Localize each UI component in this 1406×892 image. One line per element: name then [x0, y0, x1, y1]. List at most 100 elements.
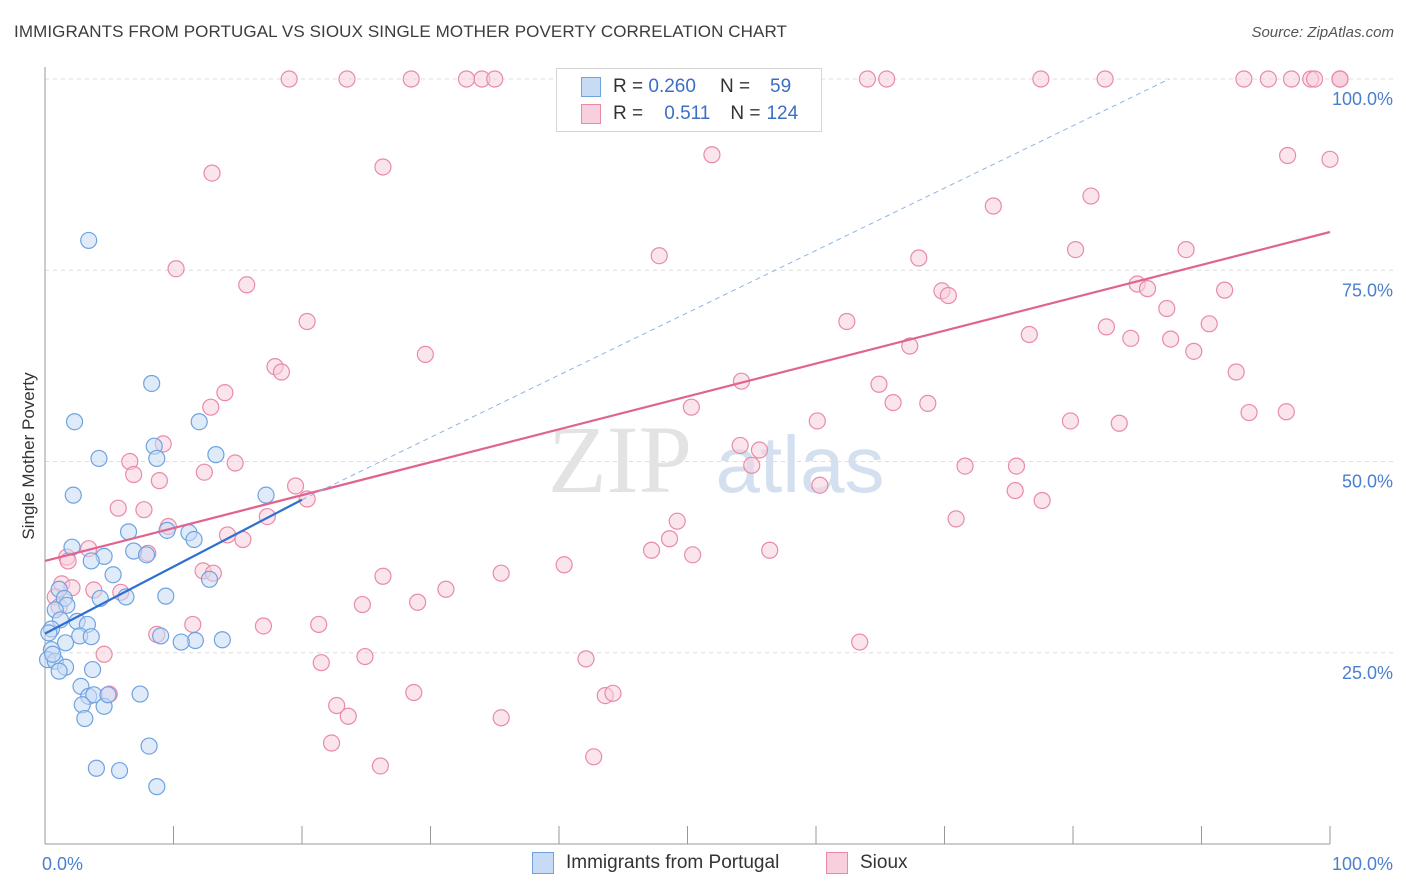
portugal-point: [40, 624, 58, 642]
sioux-point: [202, 398, 220, 416]
sioux-point: [322, 734, 341, 752]
sioux-point: [356, 647, 374, 666]
legend-item-portugal[interactable]: Immigrants from Portugal: [532, 852, 779, 874]
portugal-point: [185, 530, 203, 549]
sioux-point: [298, 312, 316, 331]
sioux-point: [125, 465, 143, 484]
series-legend: Immigrants from Portugal Sioux: [0, 852, 1406, 878]
sioux-point: [437, 580, 455, 598]
portugal-point: [131, 685, 149, 703]
portugal-point: [257, 486, 275, 504]
portugal-point: [213, 631, 231, 649]
x-tick-label: 0.0%: [42, 854, 83, 874]
tick-labels: 25.0% 50.0% 75.0% 100.0% 0.0% 100.0%: [42, 89, 1393, 874]
sioux-point: [577, 650, 595, 668]
sioux-point: [650, 247, 668, 265]
axes: [44, 67, 1331, 845]
sioux-point: [1235, 70, 1253, 88]
portugal-trend-extension: [301, 78, 1170, 501]
sioux-point: [870, 375, 888, 393]
y-axis-label: Single Mother Poverty: [19, 372, 38, 540]
sioux-point: [1066, 240, 1085, 259]
portugal-point: [152, 627, 170, 645]
n-label: N =: [730, 103, 761, 124]
sioux-point: [1331, 70, 1349, 88]
sioux-legend-label: Sioux: [860, 852, 908, 873]
sioux-point: [226, 454, 244, 472]
sioux-point: [312, 654, 330, 672]
sioux-point: [878, 70, 896, 88]
sioux-point: [808, 412, 826, 430]
sioux-point: [1240, 403, 1258, 422]
y-tick-label: 75.0%: [1342, 280, 1393, 300]
portugal-point: [80, 231, 98, 250]
sioux-legend-swatch: [826, 852, 848, 874]
n-value: 59: [770, 76, 792, 97]
sioux-point: [1321, 150, 1339, 168]
portugal-trend-line: [44, 498, 303, 635]
sioux-point: [409, 593, 427, 611]
portugal-point: [207, 446, 225, 464]
legend-row-sioux: R = 0.511 N = 124: [581, 102, 798, 126]
sioux-point: [585, 748, 603, 766]
sioux-point: [939, 286, 957, 305]
sioux-point: [135, 501, 153, 519]
sioux-point: [838, 312, 856, 331]
sioux-point: [660, 530, 679, 548]
n-value: 124: [766, 103, 799, 124]
sioux-point: [858, 70, 877, 88]
sioux-point: [1277, 403, 1295, 421]
sioux-point: [457, 70, 476, 88]
sioux-points: [46, 70, 1349, 775]
sioux-point: [1216, 281, 1234, 299]
legend-row-portugal: R = 0.260 N = 59: [581, 75, 791, 99]
sioux-point: [1138, 280, 1157, 298]
portugal-point: [104, 566, 122, 584]
sioux-point: [682, 398, 700, 416]
legend-item-sioux[interactable]: Sioux: [826, 852, 908, 874]
sioux-point: [486, 70, 504, 88]
sioux-point: [684, 546, 702, 564]
sioux-point: [167, 260, 185, 278]
sioux-point: [254, 617, 273, 635]
sioux-point: [286, 477, 305, 495]
chart-title: IMMIGRANTS FROM PORTUGAL VS SIOUX SINGLE…: [14, 22, 788, 41]
sioux-point: [956, 457, 974, 475]
sioux-point: [338, 70, 356, 88]
sioux-point: [1097, 318, 1116, 336]
sioux-point: [374, 567, 392, 585]
portugal-point: [64, 486, 82, 504]
portugal-point: [82, 628, 100, 646]
portugal-point: [50, 662, 68, 680]
sioux-point: [216, 384, 234, 402]
sioux-point: [761, 541, 779, 559]
sioux-point: [604, 684, 622, 702]
sioux-point: [339, 707, 357, 725]
r-value: 0.260: [648, 76, 696, 97]
portugal-swatch: [581, 77, 601, 97]
sioux-point: [353, 595, 371, 614]
portugal-point: [56, 634, 75, 652]
sioux-point: [910, 249, 928, 267]
sioux-point: [492, 564, 510, 582]
watermark-zip: ZIP: [548, 406, 692, 513]
portugal-point: [44, 645, 62, 663]
sioux-point: [1282, 70, 1301, 88]
n-label: N =: [719, 76, 751, 97]
sioux-point: [901, 337, 919, 355]
sioux-point: [374, 158, 392, 176]
portugal-point: [148, 778, 166, 796]
sioux-point: [851, 633, 869, 651]
trend-lines: [44, 78, 1331, 635]
sioux-point: [95, 645, 113, 663]
portugal-point: [90, 449, 108, 468]
portugal-point: [140, 737, 158, 755]
sioux-point: [1158, 299, 1176, 318]
sioux-point: [184, 615, 202, 634]
portugal-point: [186, 631, 204, 650]
sioux-point: [328, 696, 346, 715]
portugal-point: [76, 709, 94, 728]
watermark-atlas: atlas: [716, 420, 885, 509]
sioux-point: [310, 615, 328, 634]
